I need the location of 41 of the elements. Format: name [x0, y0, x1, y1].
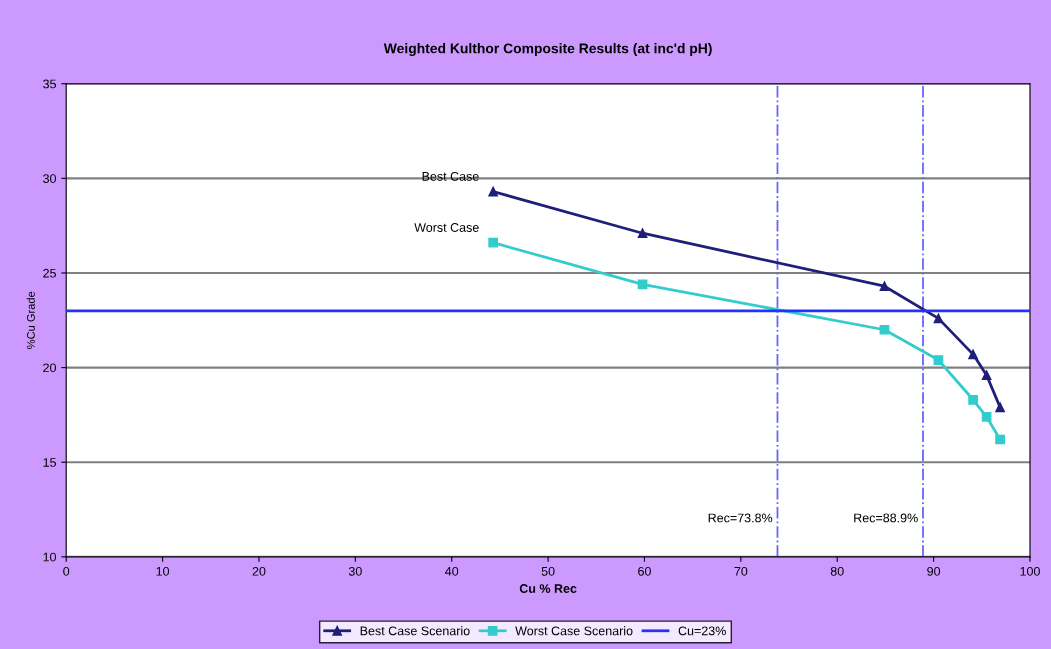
point [879, 324, 890, 335]
y-tick-label: 25 [43, 268, 56, 278]
x-tick-label: 40 [445, 566, 459, 576]
x-tick-label: 80 [830, 566, 844, 576]
y-tick-label: 15 [43, 458, 56, 467]
legend-label: Best Case Scenario [360, 626, 470, 636]
y-tick-label: 30 [43, 174, 56, 183]
x-tick-label: 90 [927, 566, 941, 576]
ref-line-label: Rec=73.8% [708, 513, 773, 523]
annotation: Best Case [422, 171, 479, 181]
legend-label: Cu=23% [678, 626, 726, 636]
point [981, 370, 992, 381]
x-tick-label: 50 [541, 566, 555, 576]
point [933, 355, 944, 365]
x-tick-label: 70 [734, 566, 748, 576]
legend-label: Worst Case Scenario [515, 626, 633, 636]
point [995, 434, 1005, 445]
ref-line-label: Rec=88.9% [854, 513, 918, 523]
point [879, 281, 890, 292]
x-axis-title: Cu % Rec [519, 584, 577, 593]
point [981, 411, 992, 422]
x-tick-label: 30 [348, 566, 362, 576]
y-axis-title: %Cu Grade [26, 291, 35, 349]
point [637, 279, 648, 290]
point [995, 402, 1005, 413]
point [968, 349, 978, 360]
x-tick-label: 100 [1020, 566, 1040, 576]
point [488, 237, 499, 248]
point [637, 228, 648, 239]
point [488, 186, 499, 197]
y-tick-label: 20 [43, 363, 56, 373]
x-tick-label: 0 [63, 566, 70, 576]
y-tick-label: 35 [43, 79, 56, 89]
point [968, 394, 978, 405]
chart-title: Weighted Kulthor Composite Results (at inc'd pH) [383, 43, 712, 57]
x-tick-label: 20 [252, 566, 266, 576]
x-tick-label: 60 [638, 566, 651, 576]
point [933, 313, 944, 324]
annotation: Worst Case [414, 223, 479, 232]
x-tick-label: 10 [156, 566, 170, 576]
y-tick-label: 10 [43, 552, 56, 562]
